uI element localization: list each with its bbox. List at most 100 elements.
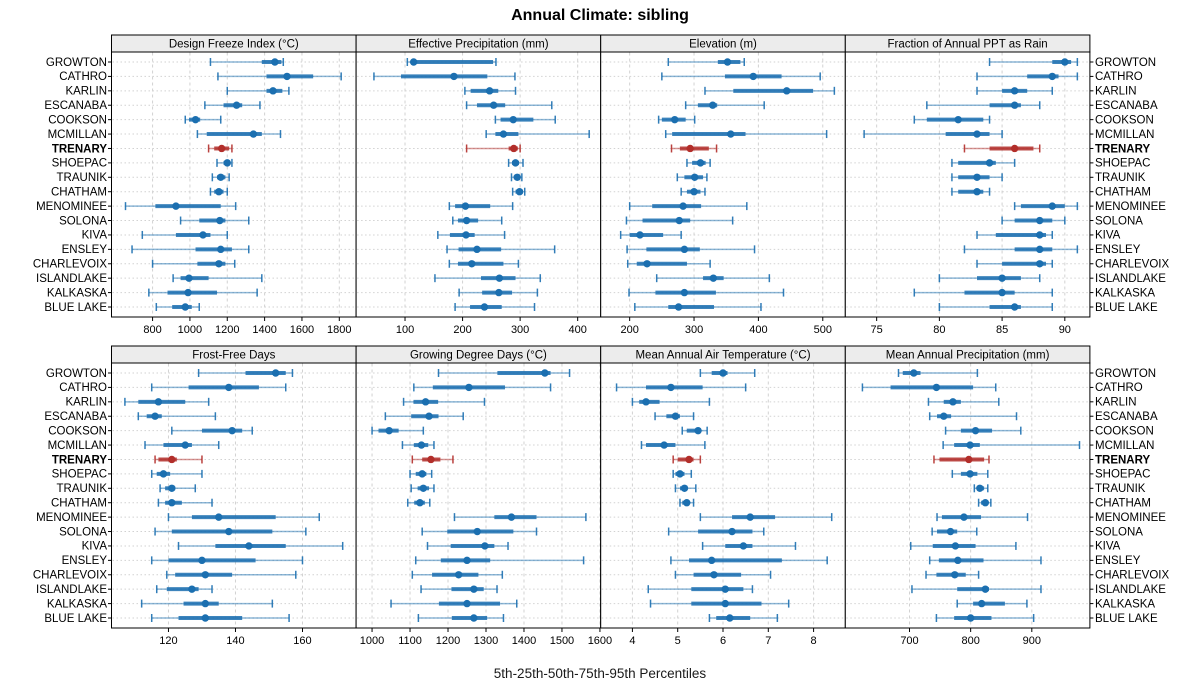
interval-row-charlevoix <box>411 570 504 579</box>
interval-row-menominee <box>167 513 320 522</box>
interval-row-kalkaska <box>140 599 274 608</box>
site-label-left-blue-lake: BLUE LAKE <box>44 613 107 625</box>
median-dot <box>727 130 735 138</box>
interval-row-shoepac <box>150 469 203 478</box>
interval-row-shoepac <box>672 469 693 478</box>
interval-row-menominee <box>699 513 833 522</box>
interval-row-shoepac <box>409 469 433 478</box>
panel-header <box>844 34 1091 53</box>
x-tick-label: 1000 <box>360 635 384 647</box>
median-dot <box>271 58 279 66</box>
interval-row-kalkaska <box>956 599 1028 608</box>
x-tick-label: 300 <box>511 324 529 336</box>
median-dot <box>151 412 159 420</box>
panel-elevation-m: 200 300 400 500 Elevation (m) <box>600 34 846 336</box>
median-dot <box>199 231 207 239</box>
x-tick-label: 80 <box>933 324 945 336</box>
interval-row-solona <box>931 527 978 536</box>
interval-row-kiva <box>426 541 509 550</box>
median-dot <box>707 556 716 565</box>
interval-row-islandlake <box>420 585 498 594</box>
x-tick-label: 700 <box>900 635 918 647</box>
median-dot <box>249 130 258 138</box>
site-label-left-kiva: KIVA <box>82 541 108 553</box>
median-dot <box>726 614 734 622</box>
median-dot <box>674 303 683 311</box>
median-dot <box>667 383 675 392</box>
interval-row-traunik <box>159 484 197 493</box>
median-dot <box>728 527 736 536</box>
interval-row-mcmillan <box>942 441 1081 450</box>
interval-row-escanaba <box>465 101 553 110</box>
interval-row-solona <box>667 527 765 536</box>
panel-frost-free-days: 120 140 160 Frost-Free Days <box>111 345 357 647</box>
x-tick-label: 100 <box>396 324 414 336</box>
x-tick-label: 90 <box>1059 324 1071 336</box>
x-tick-label: 1600 <box>290 324 314 336</box>
median-dot <box>421 398 430 406</box>
site-label-left-chatham: CHATHAM <box>51 498 107 510</box>
x-tick-label: 85 <box>996 324 1008 336</box>
interval-row-traunik <box>510 173 523 182</box>
median-dot <box>675 216 683 225</box>
median-dot <box>719 369 727 377</box>
median-dot <box>749 72 757 81</box>
site-label-left-karlin: KARLIN <box>65 397 107 409</box>
site-label-right-kalkaska: KALKASKA <box>1095 287 1155 299</box>
interval-row-karlin <box>226 86 290 95</box>
interval-row-cathro <box>413 383 552 392</box>
interval-row-solona <box>179 216 250 225</box>
interval-row-ensley <box>150 556 304 565</box>
interval-row-traunik <box>410 484 435 493</box>
median-dot <box>201 599 210 608</box>
median-dot <box>159 470 168 478</box>
interval-row-cookson <box>371 426 425 435</box>
site-label-right-charlevoix: CHARLEVOIX <box>1095 570 1169 582</box>
interval-row-trenary <box>411 455 454 464</box>
x-tick-label: 6 <box>720 635 726 647</box>
median-dot <box>425 412 433 420</box>
interval-row-cathro <box>615 383 747 392</box>
x-tick-label: 1100 <box>398 635 422 647</box>
site-label-right-solona: SOLONA <box>1095 215 1143 227</box>
interval-row-islandlake <box>655 274 771 283</box>
median-dot <box>473 527 481 536</box>
interval-row-chatham <box>977 498 992 507</box>
median-dot <box>168 455 176 464</box>
median-dot <box>954 556 962 565</box>
interval-row-kiva <box>177 541 344 550</box>
interval-row-cookson <box>494 115 556 124</box>
median-dot <box>217 144 226 153</box>
median-dot <box>985 159 994 167</box>
median-dot <box>409 58 418 66</box>
interval-row-charlevoix <box>151 259 236 268</box>
x-tick-label: 1500 <box>550 635 574 647</box>
site-label-right-cookson: COOKSON <box>1095 425 1154 437</box>
interval-row-shoepac <box>951 469 989 478</box>
interval-row-charlevoix <box>674 570 772 579</box>
median-dot <box>940 412 948 420</box>
interval-row-islandlake <box>434 274 542 283</box>
median-dot <box>954 115 962 124</box>
x-tick-label: 500 <box>814 324 832 336</box>
x-tick-label: 75 <box>871 324 883 336</box>
panel-design-freeze-index-c: 800 1000 1200 1400 1600 1800 Design Freeze Ind… <box>111 34 357 336</box>
site-label-right-cathro: CATHRO <box>1095 382 1143 394</box>
site-label-left-charlevoix: CHARLEVOIX <box>33 570 107 582</box>
median-dot <box>636 231 644 239</box>
median-dot <box>172 202 180 210</box>
median-dot <box>739 542 748 550</box>
median-dot <box>232 101 241 109</box>
median-dot <box>951 542 960 550</box>
median-dot <box>721 599 729 608</box>
interval-row-kalkaska <box>649 599 790 608</box>
median-dot <box>465 383 473 392</box>
interval-row-ensley <box>446 245 556 254</box>
median-dot <box>910 369 918 377</box>
site-label-left-ensley: ENSLEY <box>62 555 108 567</box>
median-dot <box>217 245 225 254</box>
site-label-left-menominee: MENOMINEE <box>36 201 107 213</box>
panel-title: Mean Annual Precipitation (mm) <box>886 350 1050 362</box>
median-dot <box>1036 231 1044 239</box>
